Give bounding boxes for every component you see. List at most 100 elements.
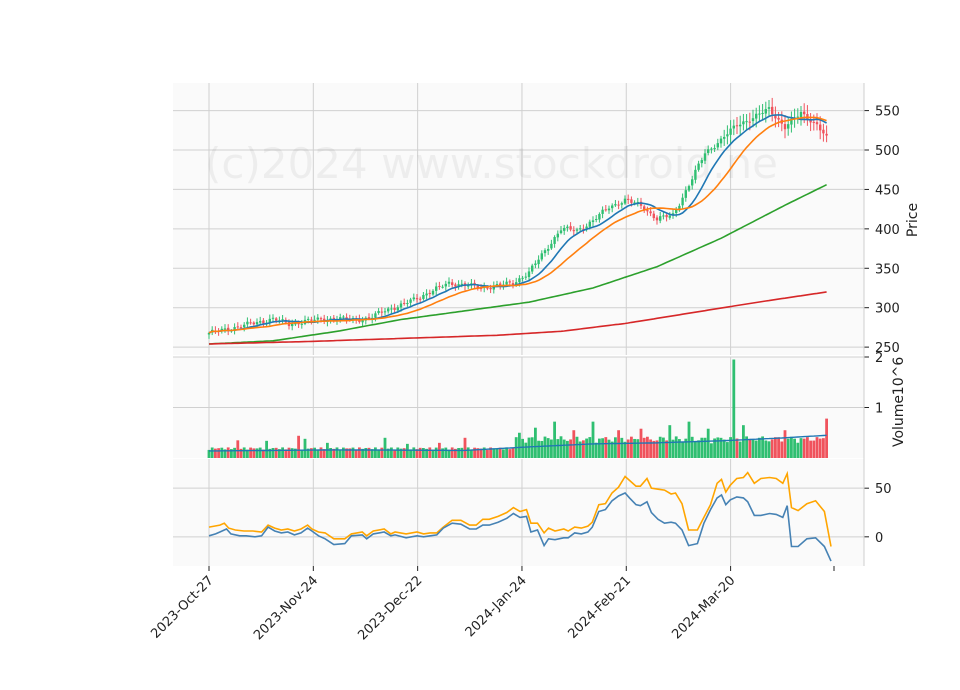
candle-body <box>537 259 540 265</box>
volume-bar <box>447 449 451 458</box>
candle-body <box>380 311 383 313</box>
candle-body <box>300 323 303 325</box>
volume-bar <box>678 439 681 458</box>
volume-bar <box>473 447 476 458</box>
candle-body <box>534 263 537 266</box>
volume-bar <box>815 437 819 458</box>
volume-bar <box>783 430 787 458</box>
candle-body <box>527 271 531 278</box>
candle-body <box>566 226 569 228</box>
candle-body <box>524 276 527 278</box>
x-tick-label: 2024-Mar-20 <box>669 573 738 642</box>
candle-body <box>409 299 412 303</box>
volume-bar <box>751 439 755 458</box>
candle-body <box>540 253 543 260</box>
candle-body <box>396 307 399 311</box>
volume-bar <box>738 441 742 458</box>
price-tick-label: 500 <box>875 144 900 159</box>
volume-bar <box>271 447 275 458</box>
volume-bar <box>694 441 697 458</box>
volume-bar <box>374 447 377 458</box>
volume-bar <box>630 436 633 458</box>
candle-body <box>249 322 252 324</box>
candle-body <box>803 111 806 115</box>
candle-body <box>227 327 230 331</box>
volume-bar <box>585 438 588 458</box>
volume-bar <box>223 449 227 458</box>
volume-bar <box>710 443 713 458</box>
volume-bar <box>409 449 412 458</box>
volume-bar <box>796 442 800 458</box>
price-panel <box>173 83 864 355</box>
volume-bar <box>786 438 790 458</box>
volume-bar <box>358 447 361 458</box>
price-series <box>207 97 828 345</box>
candle-body <box>796 116 799 118</box>
candle-body <box>467 285 470 287</box>
volume-bar <box>681 441 684 458</box>
volume-bar <box>492 448 496 458</box>
volume-bar <box>249 447 252 458</box>
volume-bar <box>310 448 313 458</box>
candle-body <box>719 138 723 144</box>
candle-body <box>684 190 687 198</box>
candle-body <box>451 282 454 286</box>
candle-body <box>431 290 435 295</box>
x-tick-label: 2023-Dec-22 <box>355 573 425 643</box>
candle-body <box>479 288 483 290</box>
volume-bar <box>543 436 547 458</box>
volume-bar <box>732 359 736 458</box>
volume-bar <box>582 440 585 458</box>
volume-bar <box>498 447 502 458</box>
volume-bar <box>553 421 556 458</box>
volume-bar <box>655 440 659 458</box>
candle-body <box>579 228 582 230</box>
candle-body <box>703 153 707 161</box>
candle-body <box>767 107 771 109</box>
volume-bar <box>422 447 425 458</box>
volume-bar <box>518 432 521 458</box>
candle-body <box>745 121 748 123</box>
candle-body <box>374 313 377 318</box>
volume-bar <box>431 449 435 458</box>
candle-body <box>604 209 607 211</box>
volume-bar <box>495 448 499 458</box>
volume-bar <box>729 437 732 458</box>
volume-bar <box>812 440 816 458</box>
volume-bar <box>297 435 300 458</box>
candle-body <box>716 143 719 148</box>
volume-bar <box>671 439 675 458</box>
candle-body <box>739 124 742 127</box>
candle-body <box>601 209 604 214</box>
volume-bar <box>242 447 246 458</box>
candle-body <box>764 109 767 114</box>
candle-body <box>572 230 575 232</box>
candle-body <box>582 228 585 230</box>
candle-body <box>598 214 601 220</box>
volume-axis-exponent: 10^6 <box>891 357 907 396</box>
volume-bar <box>706 428 710 458</box>
candle-body <box>812 121 815 123</box>
volume-bar <box>527 437 531 458</box>
volume-bar <box>274 447 278 458</box>
candle-body <box>751 118 755 122</box>
volume-bar <box>777 437 780 458</box>
volume-bar <box>601 438 604 458</box>
x-tick-label: 2024-Feb-21 <box>565 573 634 642</box>
volume-bar <box>646 436 649 458</box>
volume-bar <box>703 437 707 458</box>
volume-bar <box>303 438 307 458</box>
volume-axis-label: Volume <box>891 395 907 447</box>
volume-bar <box>348 448 352 458</box>
candle-body <box>319 318 323 320</box>
volume-bar <box>313 447 316 458</box>
volume-bar <box>802 438 806 458</box>
candle-body <box>239 327 243 329</box>
candle-body <box>316 317 319 320</box>
candle-body <box>569 226 572 230</box>
volume-bar <box>265 440 268 458</box>
volume-bar <box>790 436 793 458</box>
volume-bar <box>690 436 694 458</box>
volume-bar <box>246 449 249 458</box>
